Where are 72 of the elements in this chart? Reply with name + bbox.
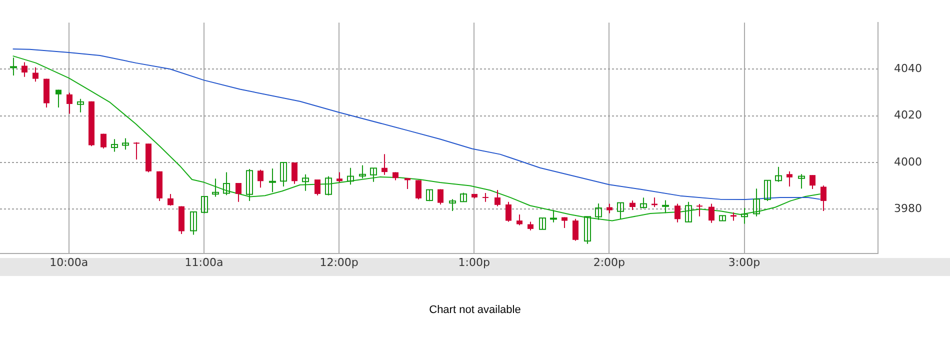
y-tick-label: 3980 (894, 202, 922, 215)
x-tick-label: 2:00p (593, 256, 626, 269)
text: Chart not available (428, 304, 522, 316)
candlestick (550, 210, 557, 223)
candlestick (606, 203, 612, 214)
candlestick (258, 169, 264, 188)
candlestick (190, 211, 197, 236)
candlestick (617, 202, 624, 220)
candlestick (280, 162, 287, 187)
candlestick (506, 201, 512, 222)
candlestick (482, 192, 488, 202)
candlestick (753, 188, 760, 217)
candlestick (630, 200, 636, 211)
candlestick (66, 92, 72, 114)
candlestick (56, 89, 62, 108)
candlestick (572, 218, 578, 242)
candlestick (764, 180, 771, 202)
candlestick (168, 193, 174, 206)
candlestick (246, 168, 253, 202)
y-tick-label: 4040 (894, 62, 922, 76)
candlestick (696, 203, 702, 217)
candlestick (786, 170, 792, 187)
candlestick (449, 198, 456, 212)
candlestick (674, 203, 680, 223)
candlestick (798, 174, 805, 190)
candlestick (269, 168, 276, 193)
candlestick (584, 216, 591, 244)
candlestick (494, 189, 500, 207)
candlestick (426, 189, 433, 202)
candlestick (810, 174, 816, 190)
y-tick-label: 4000 (894, 155, 922, 168)
x-tick-label: 12:00p (320, 256, 358, 269)
candlestick (741, 207, 748, 224)
candlestick (77, 98, 84, 113)
candlestick (685, 201, 692, 222)
candlestick (10, 57, 17, 76)
candlestick (325, 176, 332, 196)
candlestick (212, 178, 219, 198)
candlestick (662, 200, 669, 214)
candlestick (201, 196, 208, 214)
candlestick (32, 66, 38, 82)
candlestick (223, 172, 230, 196)
candlestick (236, 182, 242, 202)
candlestick (111, 138, 118, 152)
candlestick (22, 62, 28, 78)
candlestick (652, 196, 658, 208)
candlestick (359, 164, 366, 179)
y-tick-label: 4020 (894, 108, 922, 122)
candlestick (292, 162, 298, 184)
candlestick (516, 214, 522, 226)
candlestick (438, 188, 444, 205)
candlestick (775, 166, 782, 182)
candlestick (820, 185, 826, 212)
candlestick (539, 217, 546, 230)
candlestick (134, 142, 140, 160)
candlestick (100, 133, 106, 149)
x-tick-label: 11:00a (184, 256, 224, 269)
candlestick (347, 167, 354, 186)
candlestick (708, 203, 714, 224)
candlestick (595, 203, 602, 220)
candlestick (416, 180, 422, 200)
candlestick (302, 174, 309, 192)
candlestick (314, 179, 320, 196)
x-tick-label: 1:00p (458, 256, 490, 269)
candlestick (640, 197, 647, 209)
candlestick (382, 154, 388, 176)
candlestick (404, 178, 410, 190)
candlestick (336, 172, 342, 183)
candlestick (370, 168, 377, 182)
x-tick-label: 3:00p (728, 256, 760, 269)
candlestick (122, 138, 129, 150)
x-tick-label: 10:00a (50, 256, 88, 269)
